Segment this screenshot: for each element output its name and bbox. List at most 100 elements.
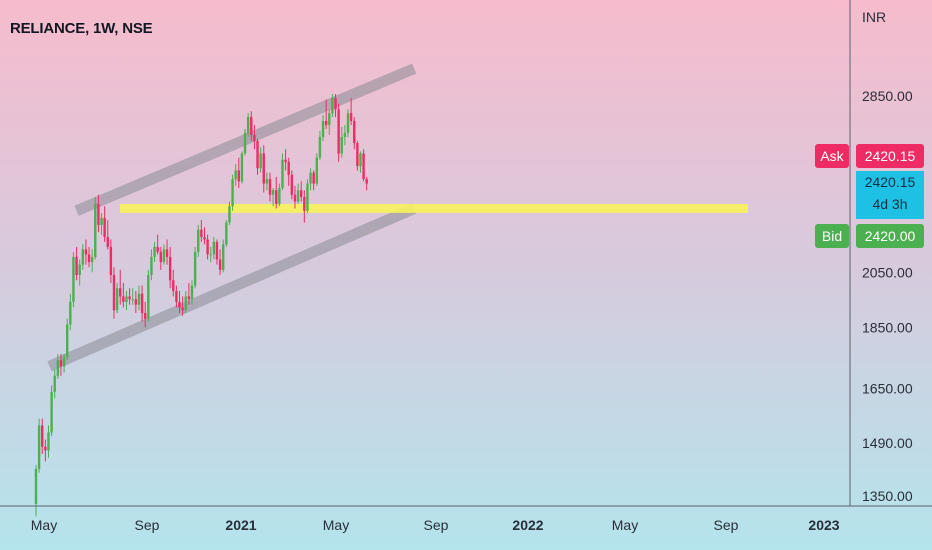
candle-body: [262, 153, 265, 184]
candle: [346, 109, 350, 137]
candle-body: [144, 313, 147, 319]
candle: [122, 282, 125, 308]
candle: [193, 246, 197, 289]
candle-body: [168, 256, 172, 281]
candle-body: [365, 179, 368, 184]
time-tick-label: 2022: [512, 517, 543, 533]
candle-body: [109, 246, 113, 275]
candle: [119, 269, 122, 305]
candle: [321, 115, 325, 142]
candle-body: [103, 217, 106, 238]
currency-label: INR: [862, 9, 886, 25]
candle-body: [131, 299, 134, 301]
candle-body: [359, 153, 362, 167]
candle: [300, 181, 303, 202]
candle-body: [234, 170, 237, 180]
candle: [34, 465, 38, 517]
candle-body: [150, 256, 153, 275]
candle: [72, 251, 75, 308]
candle: [271, 187, 275, 207]
candle-body: [340, 136, 343, 154]
candle: [69, 293, 72, 331]
price-tick-label: 1650.00: [862, 381, 913, 397]
candle-body: [75, 256, 78, 275]
bar-countdown: 4d 3h: [872, 196, 908, 212]
candle: [312, 170, 315, 191]
candle-body: [47, 432, 50, 451]
candle-body: [353, 120, 356, 144]
candle: [240, 151, 244, 184]
candle-body: [190, 285, 194, 300]
candle-body: [284, 159, 287, 162]
candle: [184, 290, 187, 314]
symbol-title: RELIANCE, 1W, NSE: [10, 20, 153, 37]
candle: [147, 269, 150, 322]
candle-body: [240, 153, 244, 182]
candle: [334, 94, 337, 118]
candle-body: [165, 249, 169, 257]
candle: [115, 282, 119, 314]
time-tick-label: May: [612, 517, 638, 533]
candle: [90, 249, 94, 273]
candle: [340, 126, 343, 158]
candle-body: [200, 229, 203, 238]
candle: [128, 288, 131, 305]
time-tick-label: May: [31, 517, 57, 533]
candle: [150, 249, 153, 281]
candle: [256, 139, 259, 175]
candle-body: [53, 375, 56, 392]
candle: [197, 224, 200, 257]
candle: [212, 237, 216, 260]
candle: [278, 183, 281, 207]
candle: [328, 109, 331, 135]
time-tick-label: May: [323, 517, 349, 533]
candle-body: [215, 241, 219, 260]
candle: [296, 183, 300, 204]
candle-body: [231, 179, 234, 207]
candle: [178, 290, 181, 314]
candle: [56, 354, 60, 379]
candle-body: [37, 425, 41, 469]
candle: [243, 128, 247, 156]
candle-body: [125, 296, 128, 302]
candle: [81, 244, 84, 270]
candle-body: [290, 174, 294, 195]
candle-body: [41, 425, 44, 447]
candle: [165, 239, 169, 265]
candle-body: [321, 120, 325, 137]
time-tick-label: Sep: [424, 517, 449, 533]
candle-body: [87, 254, 91, 263]
support-zone: [120, 203, 748, 213]
candle: [47, 425, 50, 458]
candle-body: [119, 288, 122, 297]
candle-body: [112, 274, 116, 311]
candle-body: [337, 109, 340, 154]
candle-body: [56, 360, 60, 376]
candle: [44, 439, 47, 462]
candle: [275, 176, 278, 209]
price-tick-label: 2050.00: [862, 264, 913, 280]
candle: [103, 206, 106, 242]
candle-body: [81, 249, 84, 265]
candle: [59, 354, 63, 376]
candle: [159, 246, 162, 270]
candle-body: [100, 217, 103, 225]
candle-body: [225, 222, 228, 245]
candle-body: [153, 246, 156, 257]
candle-body: [275, 190, 278, 204]
candle: [109, 239, 113, 283]
candle-body: [156, 246, 159, 252]
candle: [284, 149, 287, 171]
candle: [140, 285, 144, 322]
candle: [137, 285, 141, 311]
candle: [203, 227, 206, 245]
candle-body: [50, 391, 53, 433]
candle-body: [265, 179, 269, 184]
candle-body: [181, 307, 184, 311]
candle-body: [97, 203, 100, 225]
candle-body: [159, 251, 162, 263]
candle-body: [203, 237, 206, 240]
candle: [112, 267, 116, 319]
candle: [337, 103, 340, 162]
